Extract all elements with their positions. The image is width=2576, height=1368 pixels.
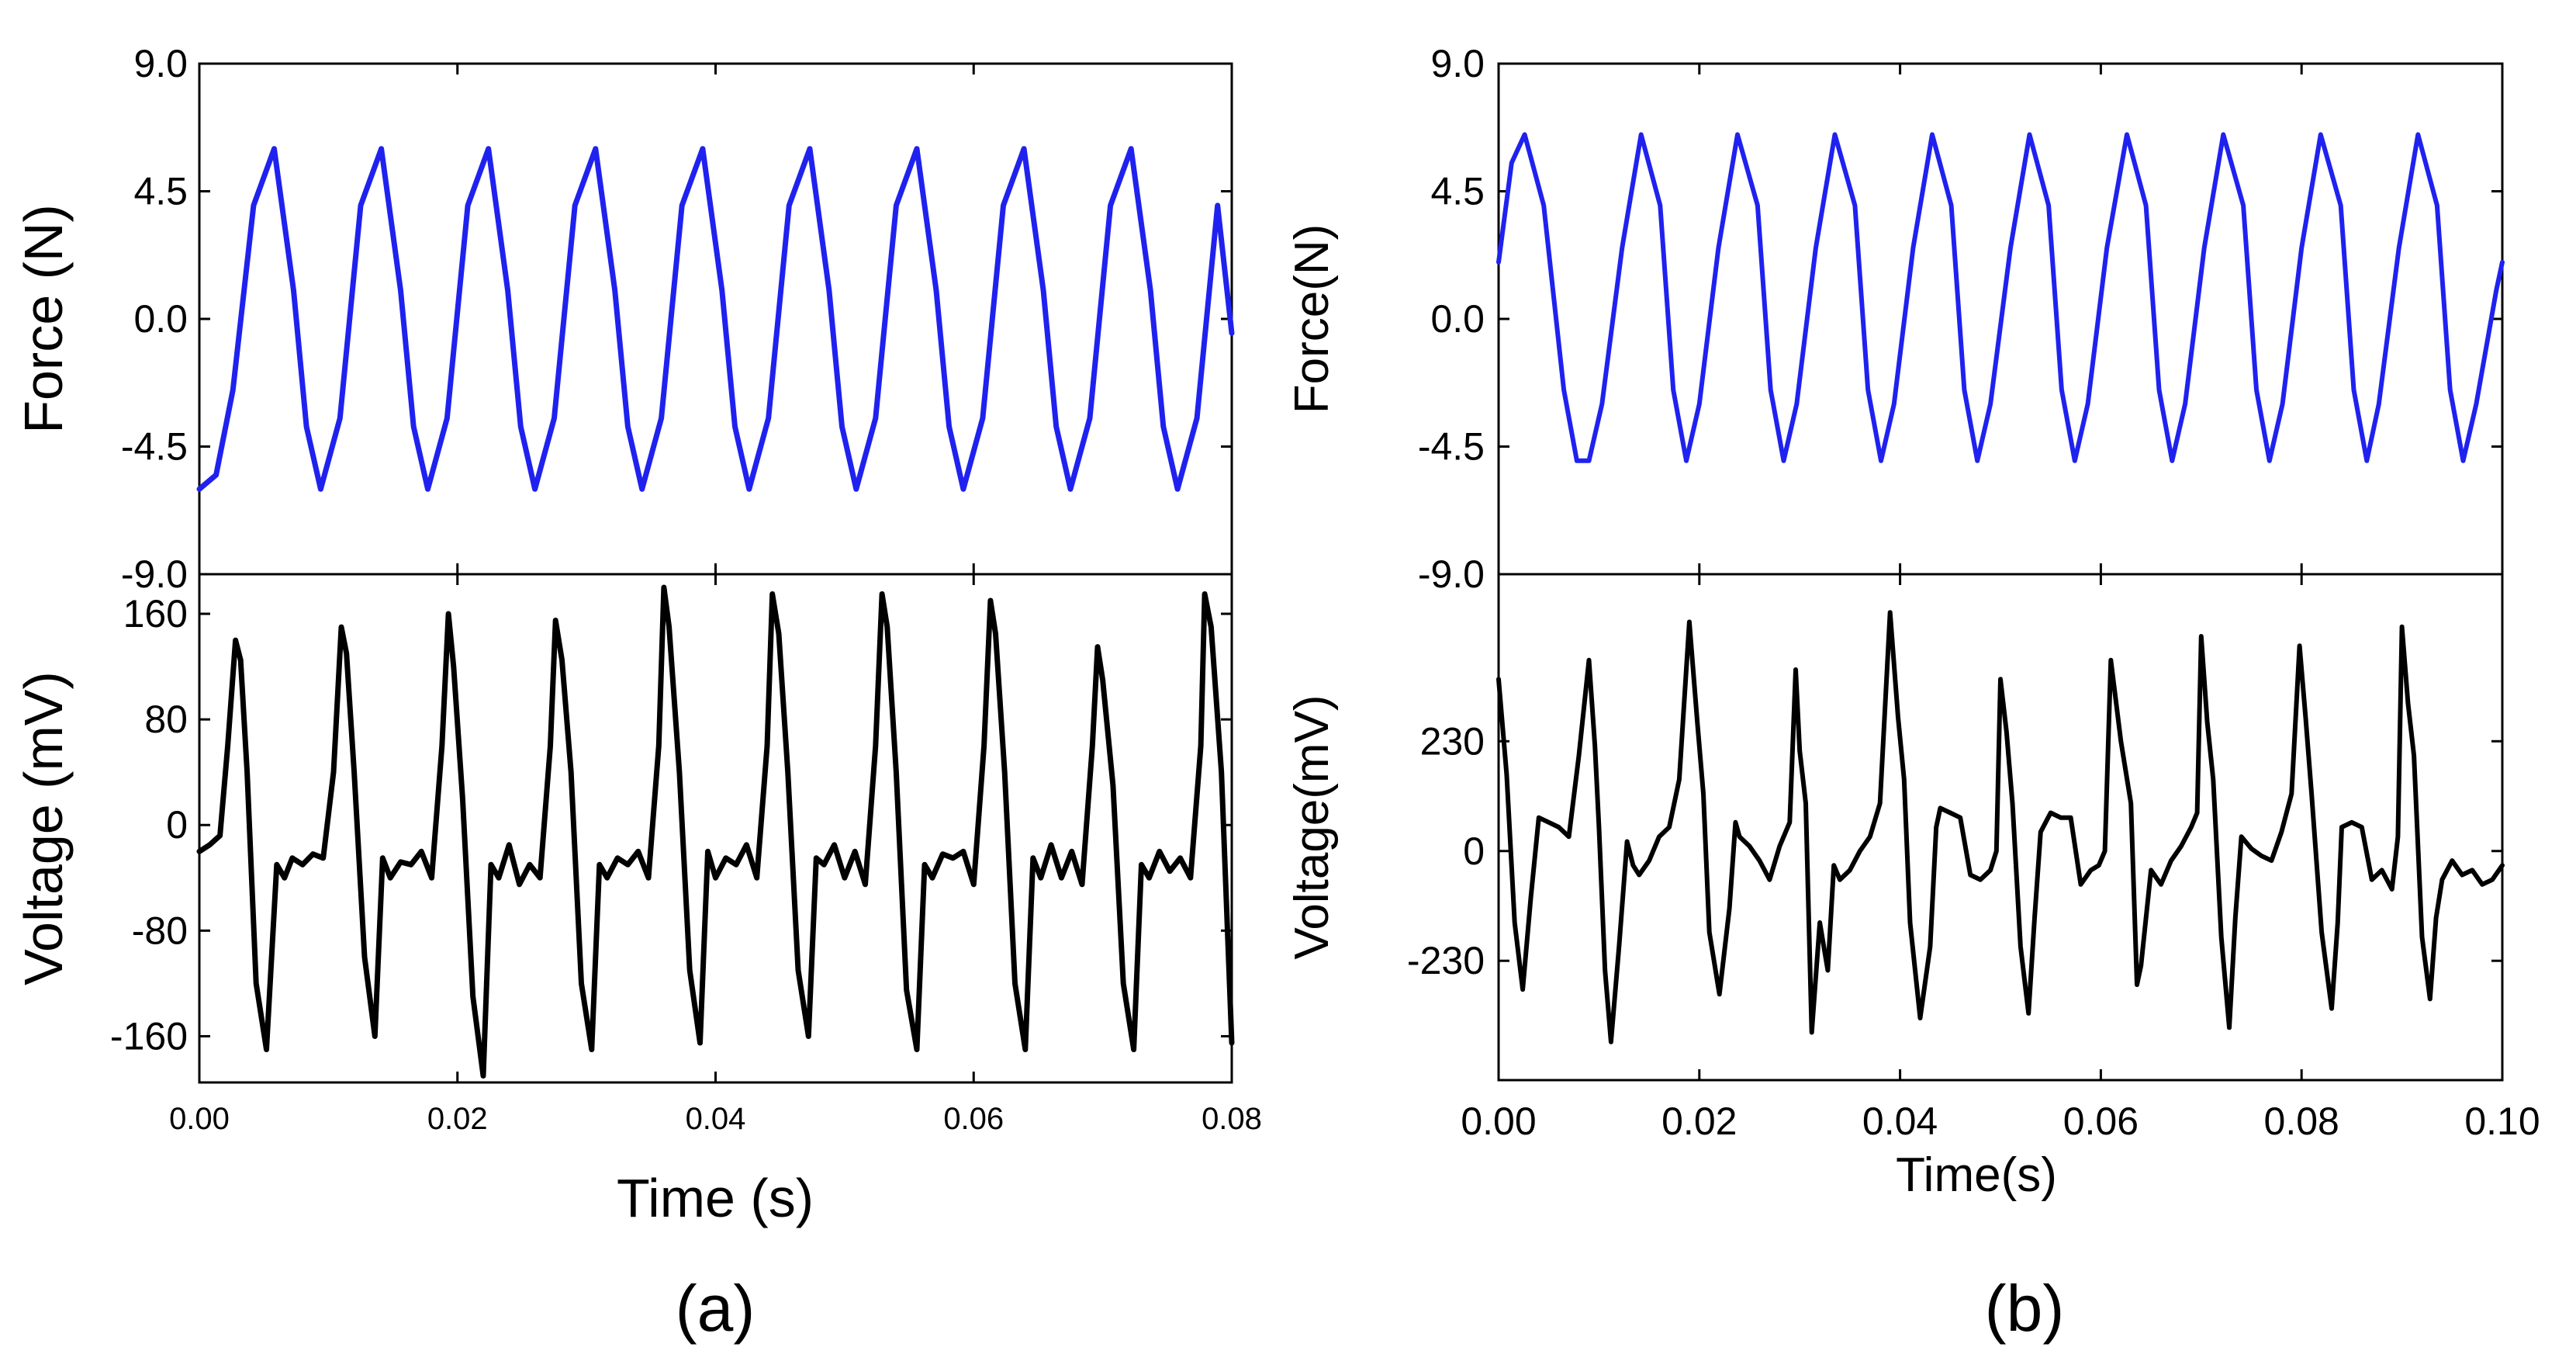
y-tick-label: 4.5 [1430, 170, 1485, 213]
figure-caption: (b) [1985, 1272, 2065, 1345]
x-axis-title: Time (s) [617, 1168, 814, 1228]
plot-frame [198, 62, 1233, 576]
x-tick-label: 0.10 [2464, 1100, 2540, 1143]
y-tick-label: -230 [1407, 939, 1485, 982]
y-tick-label: -9.0 [1418, 552, 1485, 596]
panel-bottom: 160 80 0 -80 -160 Voltage (mV) [13, 573, 1235, 1084]
series-line-voltage [1496, 610, 2505, 1044]
x-tick-label: 0.08 [1202, 1102, 1262, 1136]
x-tick-label: 0.02 [427, 1102, 488, 1136]
chart-b: 9.0 4.5 0.0 -4.5 -9.0 Force(N) 230 0 -230 Voltage… [1285, 42, 2540, 1345]
y-axis-title: Force(N) [1285, 224, 1339, 414]
y-tick-label: -4.5 [121, 425, 188, 469]
x-tick-label: 0.08 [2264, 1100, 2339, 1143]
x-axis-title: Time(s) [1896, 1148, 2057, 1202]
x-tick-label: 0.06 [943, 1102, 1004, 1136]
y-tick-label: 0 [166, 803, 188, 847]
chart-a: 9.0 4.5 0.0 -4.5 -9.0 Force (N) 160 80 0 -80 -160 V… [13, 42, 1262, 1345]
x-tick-label: 0.04 [1862, 1100, 1938, 1143]
plot-frame [1497, 573, 2504, 1082]
y-tick-label: -9.0 [121, 552, 188, 596]
x-tick-label: 0.00 [169, 1102, 230, 1136]
panel-top: 9.0 4.5 0.0 -4.5 -9.0 Force(N) [1285, 42, 2505, 596]
figure-caption: (a) [676, 1272, 756, 1345]
y-axis-title: Voltage (mV) [13, 671, 74, 985]
panel-top: 9.0 4.5 0.0 -4.5 -9.0 Force (N) [13, 42, 1235, 596]
y-tick-label: 0 [1463, 829, 1485, 873]
y-tick-label: 0.0 [1430, 297, 1485, 341]
plot-frame [198, 573, 1233, 1084]
y-axis-title: Voltage(mV) [1285, 694, 1339, 959]
x-tick-label: 0.02 [1661, 1100, 1737, 1143]
y-tick-label: -80 [132, 909, 188, 952]
panel-bottom: 230 0 -230 Voltage(mV) [1285, 573, 2505, 1082]
y-tick-label: 160 [123, 592, 188, 636]
series-line-force [196, 146, 1235, 492]
series-line-force [1496, 132, 2505, 463]
y-tick-label: -160 [110, 1014, 188, 1058]
y-tick-label: 230 [1420, 719, 1485, 763]
y-tick-label: 4.5 [133, 170, 188, 213]
x-tick-label: 0.04 [686, 1102, 746, 1136]
y-tick-label: 9.0 [133, 42, 188, 85]
y-tick-label: 9.0 [1430, 42, 1485, 85]
series-line-voltage [196, 584, 1235, 1079]
y-tick-label: 80 [144, 698, 188, 741]
x-tick-label: 0.06 [2063, 1100, 2139, 1143]
y-tick-label: -4.5 [1418, 425, 1485, 469]
y-tick-label: 0.0 [133, 297, 188, 341]
x-tick-label: 0.00 [1461, 1100, 1536, 1143]
y-axis-title: Force (N) [13, 204, 74, 434]
